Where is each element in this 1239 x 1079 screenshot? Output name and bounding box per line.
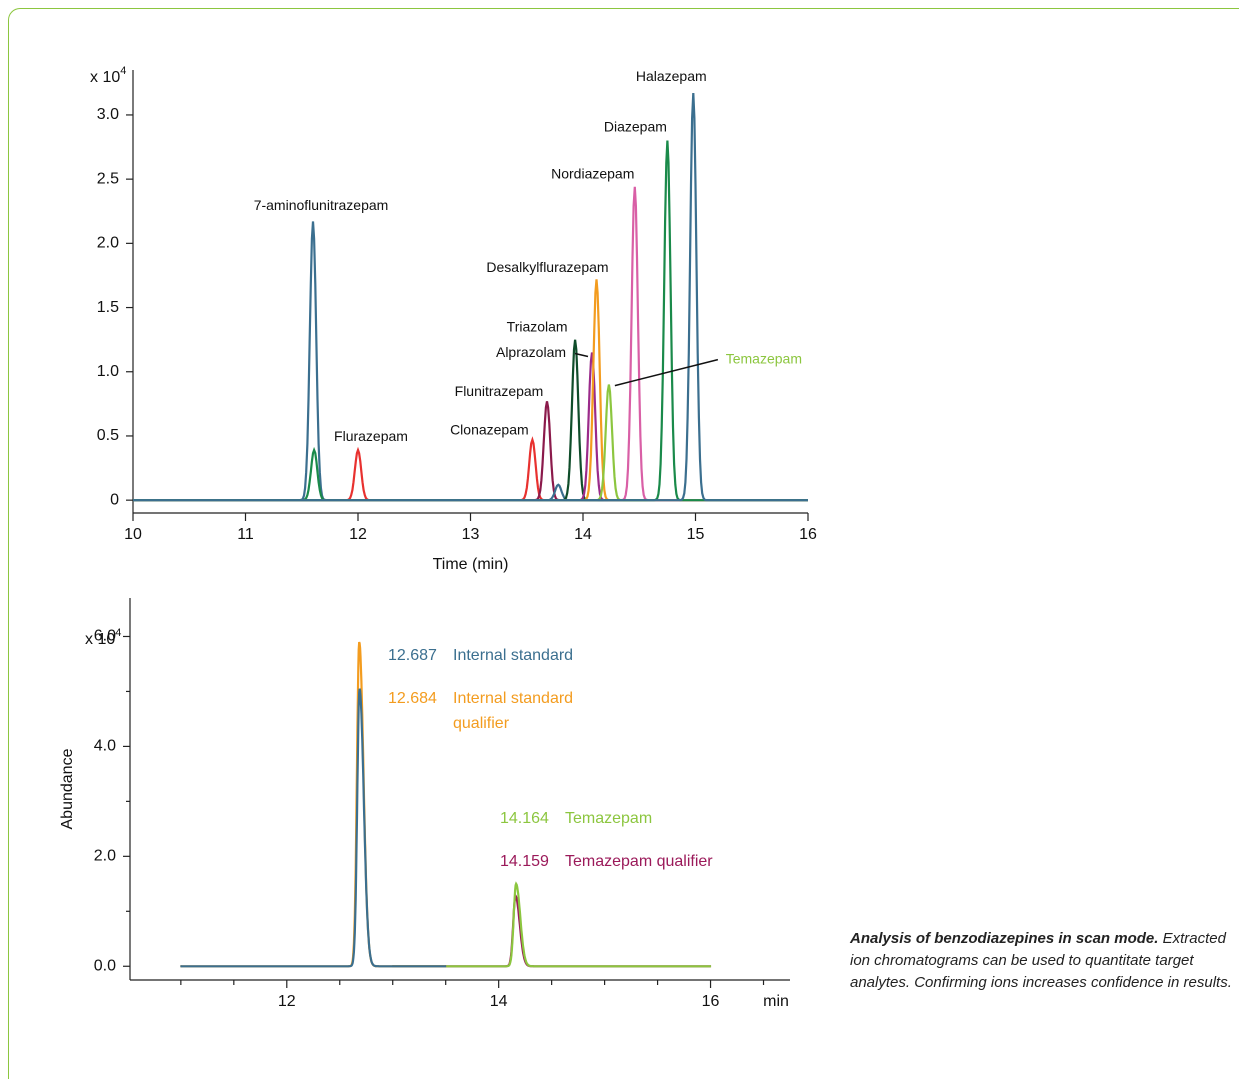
x-tick-label: 16 bbox=[702, 993, 720, 1010]
peak-trace bbox=[133, 93, 808, 502]
x-tick-label: 10 bbox=[124, 526, 142, 543]
y-tick-label: 0 bbox=[110, 491, 119, 508]
peak-rt: 14.164 bbox=[500, 810, 549, 827]
y-tick-label: 0.0 bbox=[94, 957, 116, 974]
peak-name: Internal standard qualifier bbox=[453, 690, 573, 732]
peak-rt: 12.684 bbox=[388, 690, 437, 707]
peak-label: Flurazepam bbox=[334, 428, 408, 444]
peak-trace bbox=[133, 384, 808, 502]
y-scale-exponent: 4 bbox=[120, 65, 126, 77]
caption-title: Analysis of benzodiazepines in scan mode… bbox=[850, 930, 1159, 947]
x-tick-label: 13 bbox=[462, 526, 480, 543]
y-scale-label: x 104 bbox=[90, 65, 126, 86]
caption-text: Extracted ion chromatograms can be used … bbox=[850, 930, 1232, 991]
peak-rt: 14.159 bbox=[500, 853, 549, 870]
peak-trace bbox=[133, 401, 808, 502]
peak-name: Temazepam bbox=[565, 810, 652, 827]
x-axis-title: Time (min) bbox=[433, 556, 509, 573]
y-tick-label: 2.5 bbox=[97, 170, 119, 187]
peak-trace bbox=[180, 688, 446, 968]
y-tick-label: 2.0 bbox=[97, 235, 119, 252]
peak-label: Triazolam bbox=[507, 318, 568, 334]
peak-label: Clonazepam bbox=[450, 422, 529, 438]
y-scale-base: x 10 bbox=[90, 69, 120, 86]
y-scale-base: x 10 bbox=[85, 631, 115, 648]
y-axis-title: Abundance bbox=[59, 748, 76, 829]
x-tick-label: 14 bbox=[574, 526, 592, 543]
y-tick-label: 6.0 bbox=[94, 628, 116, 645]
peak-trace bbox=[133, 140, 808, 502]
x-tick-label: 12 bbox=[349, 526, 367, 543]
leader-line bbox=[614, 358, 719, 387]
frame bbox=[8, 8, 1239, 1079]
peak-rt: 12.687 bbox=[388, 647, 437, 664]
x-tick-label: 12 bbox=[278, 993, 296, 1010]
peak-trace bbox=[133, 221, 808, 502]
peak-trace bbox=[133, 446, 808, 502]
x-tick-label: 16 bbox=[799, 526, 817, 543]
peak-label: Halazepam bbox=[636, 68, 707, 84]
x-tick-label: 14 bbox=[490, 993, 508, 1010]
peak-label: Alprazolam bbox=[496, 344, 566, 360]
peak-label: Nordiazepam bbox=[551, 166, 634, 182]
peak-trace bbox=[133, 483, 808, 502]
peak-name: Internal standard bbox=[453, 647, 573, 664]
y-tick-label: 2.0 bbox=[94, 848, 116, 865]
peak-trace bbox=[133, 339, 808, 502]
peak-label: 7-aminoflunitrazepam bbox=[254, 197, 389, 213]
peak-label: Diazepam bbox=[604, 118, 667, 134]
peak-trace bbox=[133, 446, 808, 502]
y-tick-label: 3.0 bbox=[97, 106, 119, 123]
peak-name: Temazepam qualifier bbox=[565, 853, 713, 870]
y-tick-label: 4.0 bbox=[94, 738, 116, 755]
x-unit: min bbox=[763, 993, 789, 1010]
peak-label: Desalkylflurazepam bbox=[486, 259, 608, 275]
y-scale-label: x 104 bbox=[85, 627, 121, 648]
y-scale-exponent: 4 bbox=[115, 627, 121, 639]
x-tick-label: 11 bbox=[237, 526, 254, 543]
x-tick-label: 15 bbox=[687, 526, 705, 543]
peak-trace bbox=[133, 186, 808, 502]
leader-line bbox=[574, 352, 589, 358]
peak-label: Temazepam bbox=[726, 350, 802, 366]
caption: Analysis of benzodiazepines in scan mode… bbox=[850, 928, 1235, 994]
peak-trace bbox=[133, 436, 808, 502]
y-tick-label: 1.5 bbox=[97, 299, 119, 316]
peak-trace bbox=[392, 881, 711, 968]
y-tick-label: 1.0 bbox=[97, 363, 119, 380]
peak-trace bbox=[392, 893, 711, 968]
peak-label: Flunitrazepam bbox=[455, 383, 544, 399]
y-tick-label: 0.5 bbox=[97, 427, 119, 444]
